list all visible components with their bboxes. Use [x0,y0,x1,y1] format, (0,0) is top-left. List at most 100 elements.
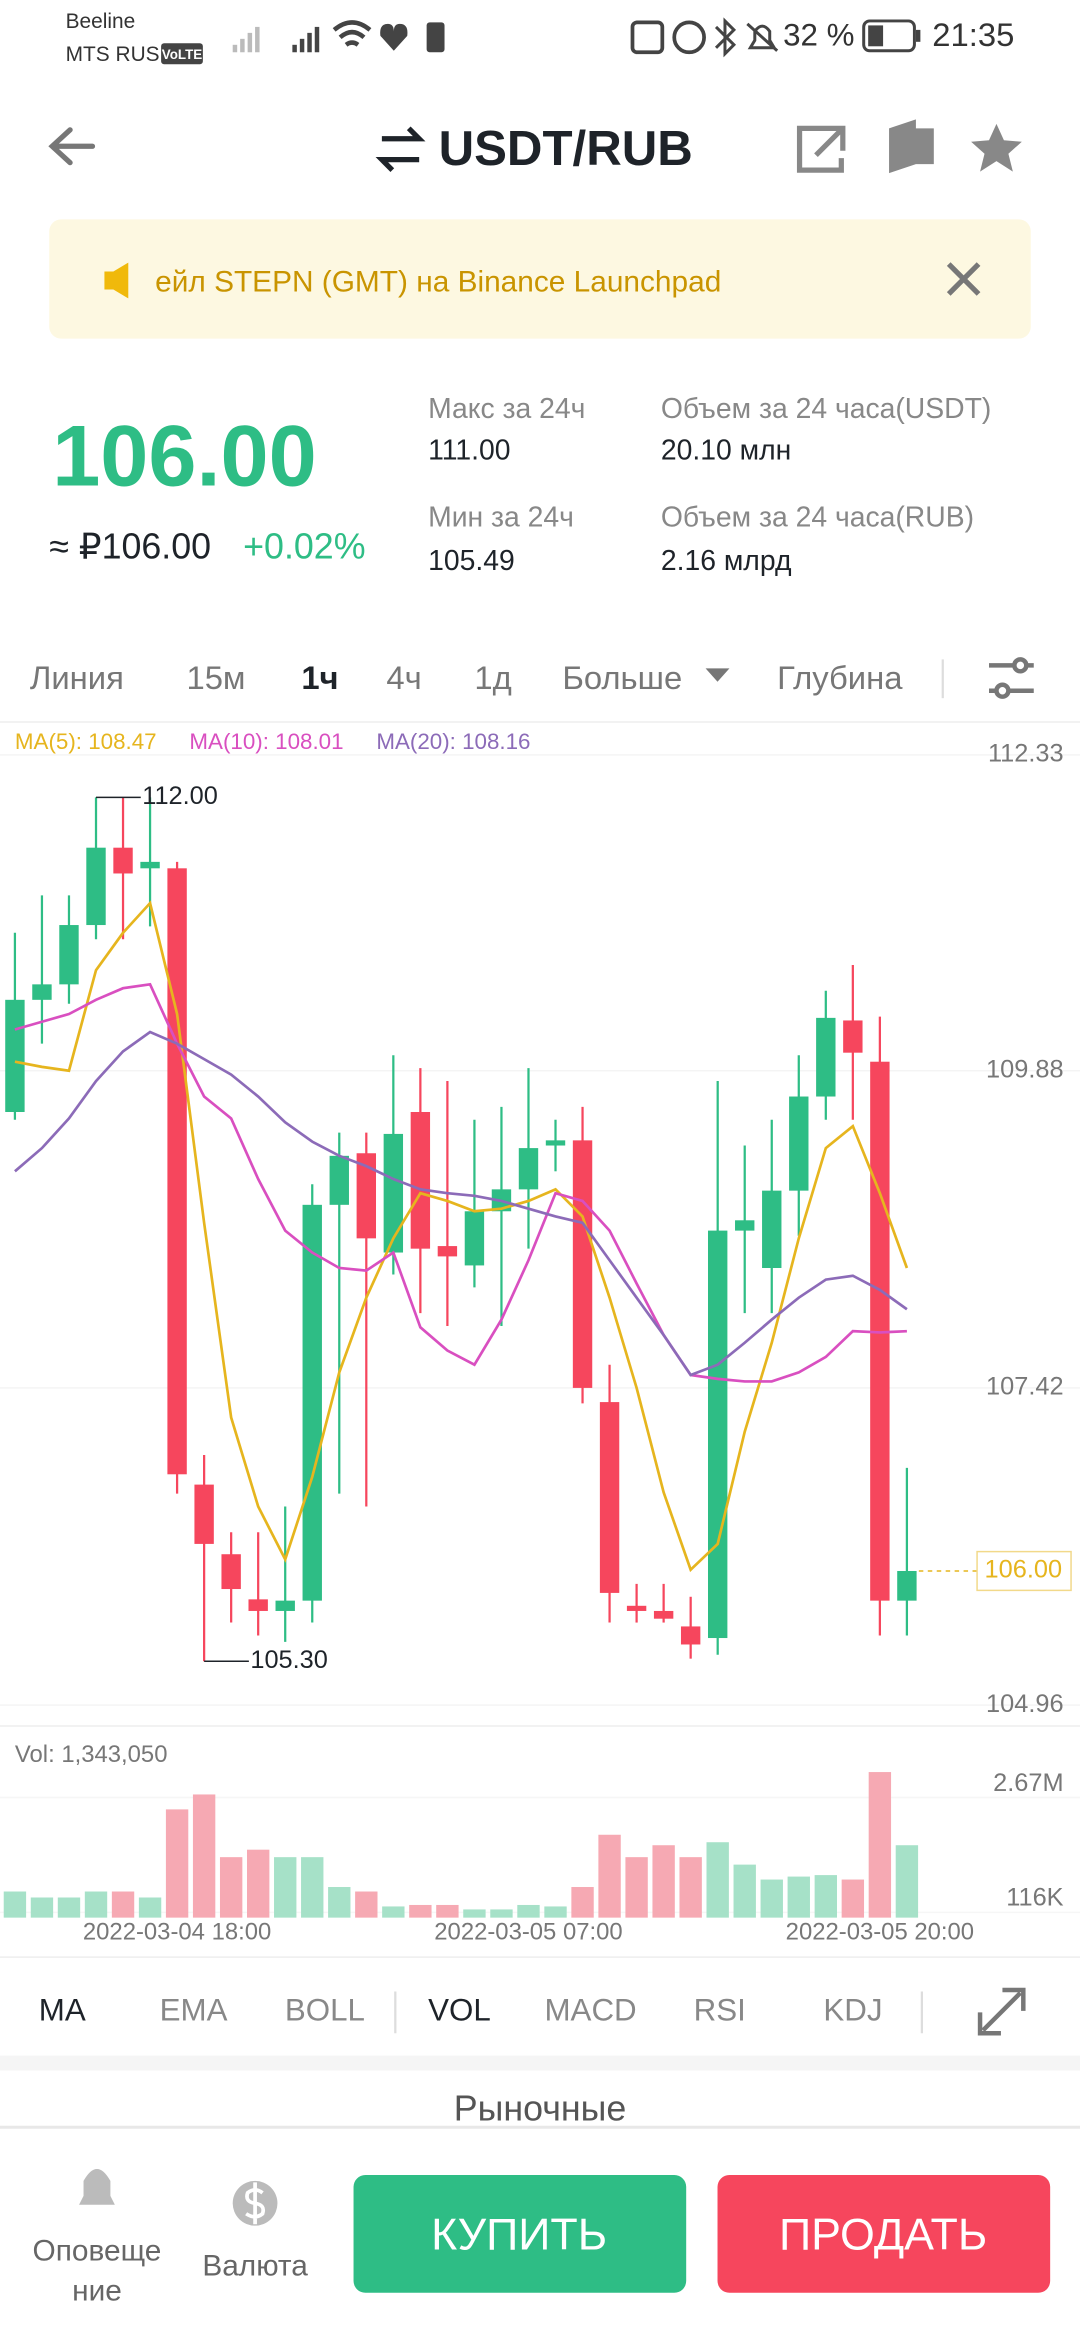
y-tick-label: 104.96 [986,1690,1064,1718]
stat-value: 105.49 [428,545,515,577]
indicator[interactable]: KDJ [823,1993,882,2028]
volume-bar [436,1904,459,1918]
tab[interactable]: Линия [30,659,124,696]
fullscreen-button[interactable] [977,1987,1026,2036]
candle-body [410,1111,431,1249]
volume-bar [246,1849,270,1918]
volume-bar [625,1857,648,1918]
clock: 21:35 [932,16,1014,53]
volume-bar [57,1897,81,1918]
volume-bar [652,1845,675,1918]
share-button[interactable] [796,125,846,173]
volume-bar [138,1897,162,1918]
dropdown-icon [705,668,730,682]
volume-bar [814,1875,837,1918]
candle-body [383,1133,404,1253]
x-tick-label: 2022-03-04 18:00 [83,1919,271,1946]
compare-button[interactable] [889,119,934,174]
banner: ейл STEPN (GMT) на Binance Launchpad [49,219,1031,339]
sell-label: ПРОДАТЬ [779,2209,987,2259]
carrier: Beeline [66,10,136,33]
legend-entry: MA(5): 108.47 [15,729,157,754]
candle-body [518,1148,539,1190]
tab-active[interactable]: 1ч [301,659,338,696]
currency-symbol [245,2182,266,2225]
indicator-active[interactable]: VOL [428,1993,491,2028]
candle-body [789,1096,809,1191]
battery-level: 32 % [783,18,854,53]
indicator[interactable]: BOLL [285,1993,365,2028]
candle-body [843,1020,863,1053]
tab[interactable]: 15м [186,659,245,696]
alerts-label[interactable]: ние [72,2275,122,2308]
volume-bar [760,1879,783,1918]
candle-body [816,1017,836,1097]
banner-bg[interactable] [49,219,1031,339]
last-price-label: 106.00 [985,1556,1063,1584]
legend-entry: MA(20): 108.16 [376,729,530,754]
currency-label[interactable]: Валюта [202,2249,308,2282]
battery-fill [868,25,884,47]
volume-bar [490,1909,513,1918]
candle-body [464,1211,485,1266]
health-icon [380,23,408,51]
volume-bar [165,1809,189,1918]
alerts-icon[interactable] [79,2169,115,2205]
candle-body [167,868,187,1475]
back-button[interactable] [48,127,96,166]
candle-body [59,925,79,985]
banner-close[interactable] [946,262,981,296]
header: USDT/RUB [48,119,1022,176]
volume-bar [733,1864,756,1918]
volume-bar [219,1857,243,1918]
tab[interactable]: 1д [474,659,511,696]
volume-tick-label: 2.67M [993,1769,1063,1797]
candle-body [897,1570,917,1601]
candle-body [680,1626,701,1645]
indicator[interactable]: RSI [694,1993,746,2028]
swap-icon[interactable] [375,126,426,172]
last-price-box [976,1550,1072,1592]
favorite-button[interactable] [971,123,1022,172]
candle-body [113,847,133,874]
candle-body [275,1600,295,1611]
indicator[interactable]: MACD [544,1993,636,2028]
volume-tick-label: 116K [1006,1884,1063,1912]
indicator[interactable]: EMA [160,1993,228,2028]
tab[interactable]: Глубина [777,659,903,696]
tab[interactable]: 4ч [386,659,421,696]
candle-body [599,1402,620,1593]
buy-button[interactable] [353,2174,687,2293]
ma-line [14,982,907,1383]
volume-bar [571,1887,594,1918]
volte-badge [161,43,203,65]
annotation: 105.30 [250,1646,328,1674]
banner-text: ейл STEPN (GMT) на Binance Launchpad [155,265,721,298]
tab[interactable]: Больше [562,659,682,696]
section-tab[interactable]: Рыночные [454,2088,627,2128]
alerts-label[interactable]: Оповеще [33,2234,162,2267]
stat-value: 2.16 млрд [661,545,792,577]
volume-bar [84,1891,108,1918]
stat-label: Макс за 24ч [428,393,585,425]
sell-button[interactable] [717,2174,1051,2293]
volume-bar [679,1857,702,1918]
nfc-icon [630,20,665,55]
legend-entry: MA(10): 108.01 [189,729,343,754]
volume-bar [598,1834,621,1918]
volume-bar [868,1772,892,1918]
volume-label: Vol: 1,343,050 [15,1741,168,1768]
candlestick-chart: 104.96 107.42 109.88 112.33 MA(5): 108.47 MA(… [0,729,1080,1946]
interval-tabs: Линия 15м 1ч 4ч 1д Больше Глубина [0,657,1080,723]
ma-line [14,1030,908,1377]
battery-icon [862,19,916,53]
y-tick-label: 109.88 [986,1055,1064,1083]
settings-button[interactable] [989,657,1034,699]
volume-bar [274,1857,297,1918]
price-change: +0.02% [243,526,365,566]
indicator-active[interactable]: MA [39,1993,86,2028]
volume-bar [382,1906,405,1918]
stat-label: Объем за 24 часа(RUB) [661,502,974,534]
candle-body [86,847,106,926]
